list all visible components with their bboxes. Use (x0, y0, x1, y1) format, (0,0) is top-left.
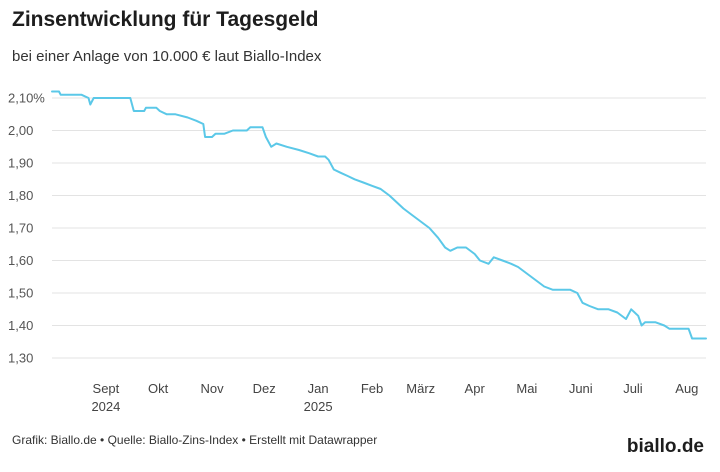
chart-subtitle: bei einer Anlage von 10.000 € laut Biall… (12, 48, 322, 65)
x-tick-label: März (406, 381, 435, 396)
line-chart: 1,30 1,40 1,50 1,60 1,70 1,80 1,90 2,00 2,10% Se… (8, 90, 707, 414)
x-tick-year-label: 2024 (91, 399, 120, 414)
x-tick-label: Nov (200, 381, 224, 396)
x-tick-label: Jan (308, 381, 329, 396)
biallo-logo[interactable]: biallo.de (626, 436, 704, 457)
x-tick-label: Mai (516, 381, 537, 396)
x-tick-label: Feb (361, 381, 383, 396)
x-tick-label: Okt (148, 381, 169, 396)
grid-lines (52, 97, 706, 359)
x-tick-label: Juli (623, 381, 643, 396)
x-axis-ticks: Sept 2024 Okt Nov Dez Jan 2025 Feb März Apr Mai Jun… (91, 381, 698, 414)
x-tick-label: Apr (465, 381, 486, 396)
x-tick-year-label: 2025 (304, 399, 333, 414)
y-axis-ticks: 1,30 1,40 1,50 1,60 1,70 1,80 1,90 2,00 2,10% (8, 91, 45, 366)
series-layer (51, 90, 707, 340)
y-tick-label: 1,50 (8, 286, 33, 301)
x-tick-label: Sept (93, 381, 120, 396)
y-tick-label: 2,00 (8, 123, 33, 138)
x-tick-label: Aug (675, 381, 698, 396)
source-credit: Grafik: Biallo.de • Quelle: Biallo-Zins-… (12, 433, 378, 447)
x-tick-label: Juni (569, 381, 593, 396)
y-tick-label: 1,60 (8, 253, 33, 268)
y-tick-label: 1,40 (8, 318, 33, 333)
y-tick-label: 1,70 (8, 221, 33, 236)
y-tick-label: 1,90 (8, 156, 33, 171)
series-line (51, 90, 707, 340)
x-tick-label: Dez (253, 381, 276, 396)
y-tick-label: 1,80 (8, 188, 33, 203)
y-tick-label: 1,30 (8, 351, 33, 366)
y-tick-label: 2,10% (8, 91, 45, 106)
chart-title: Zinsentwicklung für Tagesgeld (12, 8, 319, 31)
